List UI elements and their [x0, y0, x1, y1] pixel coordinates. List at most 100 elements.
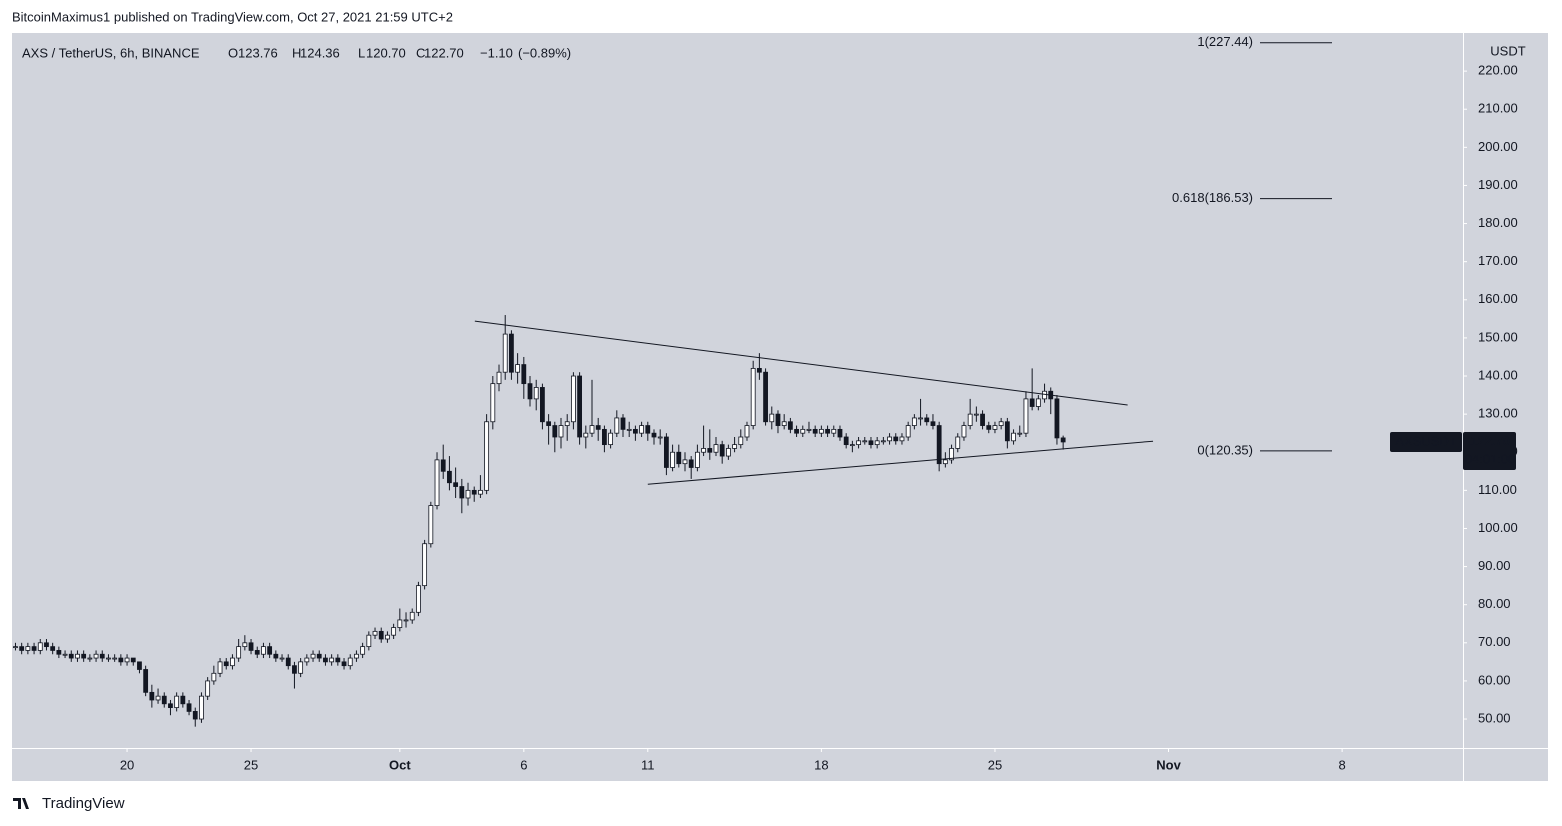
candle-body [99, 653, 105, 659]
candle-body [279, 657, 285, 660]
candle-body [936, 425, 942, 465]
y-unit: USDT [1490, 43, 1525, 58]
y-tick-label: 130.00 [1478, 406, 1518, 421]
candle-body [316, 653, 322, 659]
y-tick-label: 60.00 [1478, 672, 1511, 687]
candle-body [1060, 437, 1066, 443]
candle-body [397, 619, 403, 628]
y-tick-label: 110.00 [1478, 482, 1517, 497]
x-tick-label: 6 [520, 757, 527, 772]
candle-body [564, 421, 570, 426]
candle-body [540, 387, 545, 423]
candle-body [186, 703, 192, 712]
candle-body [713, 444, 719, 453]
candle-body [192, 711, 198, 720]
candle-body [626, 428, 632, 431]
candle-body [155, 695, 161, 701]
candle-body [998, 421, 1004, 426]
x-tick-label: 8 [1338, 757, 1345, 772]
candle-body [354, 653, 359, 659]
candle-body [682, 459, 688, 465]
price-tag-price: 122.70 [1470, 433, 1510, 448]
candle-body [267, 646, 273, 655]
candle-body [707, 448, 713, 453]
y-tick-label: 210.00 [1478, 101, 1518, 116]
candle-body [533, 387, 539, 400]
candle-body [347, 657, 353, 667]
candle-body [484, 421, 490, 491]
candle-body [509, 333, 514, 373]
price-tag-symbol: AXSUSDT [1395, 433, 1456, 448]
candle-body [608, 432, 614, 446]
candle-body [130, 657, 136, 663]
y-tick-label: 190.00 [1478, 177, 1518, 192]
candle-body [1017, 432, 1023, 435]
trendline [647, 440, 1154, 485]
x-tick-label: 20 [120, 757, 134, 772]
candle-body [25, 646, 31, 651]
candle-body [143, 669, 149, 693]
candle-body [236, 646, 242, 659]
ohlc-value: 120.70 [366, 45, 406, 60]
brand-logo [13, 798, 29, 809]
candle-body [843, 436, 849, 446]
y-tick-label: 220.00 [1478, 63, 1518, 78]
candle-body [304, 657, 310, 663]
candle-body [298, 661, 304, 674]
candle-body [769, 413, 775, 423]
x-tick-label: Nov [1156, 757, 1181, 772]
candle-body [329, 657, 335, 663]
candle-body [199, 695, 204, 720]
ohlc-value: 122.70 [424, 45, 464, 60]
y-tick-label: 140.00 [1478, 367, 1518, 382]
y-tick-label: 80.00 [1478, 596, 1511, 611]
candle-body [732, 444, 737, 449]
candle-body [205, 680, 211, 697]
fib-label: 0.618(186.53) [1172, 190, 1253, 205]
candle-body [738, 436, 744, 446]
candle-body [56, 650, 62, 655]
x-tick-label: 25 [988, 757, 1002, 772]
candle-body [50, 646, 56, 651]
candle-body [341, 661, 347, 667]
candle-body [750, 367, 756, 426]
candle-body [31, 646, 37, 651]
candle-body [285, 657, 291, 667]
candle-body [632, 428, 638, 434]
candle-body [137, 661, 142, 670]
candle-body [1029, 398, 1035, 407]
candle-body [93, 653, 99, 659]
candle-body [942, 459, 948, 465]
candle-body [19, 646, 25, 651]
candle-body [620, 417, 626, 430]
candle-body [434, 459, 440, 507]
candle-body [787, 421, 793, 430]
candle-body [378, 630, 384, 640]
candle-body [385, 634, 390, 640]
candles [13, 315, 1066, 727]
candle-body [849, 444, 855, 447]
candle-body [422, 543, 428, 587]
candle-body [825, 428, 830, 434]
y-tick-label: 200.00 [1478, 139, 1518, 154]
candle-body [930, 421, 936, 426]
candle-body [887, 436, 892, 442]
candle-body [1035, 398, 1041, 407]
candle-body [663, 436, 669, 468]
candle-body [68, 653, 74, 659]
candle-body [967, 413, 973, 426]
candle-body [602, 428, 607, 446]
x-tick-label: 18 [814, 757, 828, 772]
fib-label: 0(120.35) [1197, 442, 1253, 457]
candle-body [614, 417, 620, 434]
candle-body [1042, 390, 1047, 400]
publisher-line: BitcoinMaximus1 published on TradingView… [12, 9, 453, 24]
candle-body [75, 653, 80, 659]
candle-body [440, 459, 446, 472]
y-tick-label: 70.00 [1478, 634, 1511, 649]
candle-body [471, 489, 477, 495]
candle-body [577, 375, 583, 438]
ohlc-value: 124.36 [300, 45, 340, 60]
